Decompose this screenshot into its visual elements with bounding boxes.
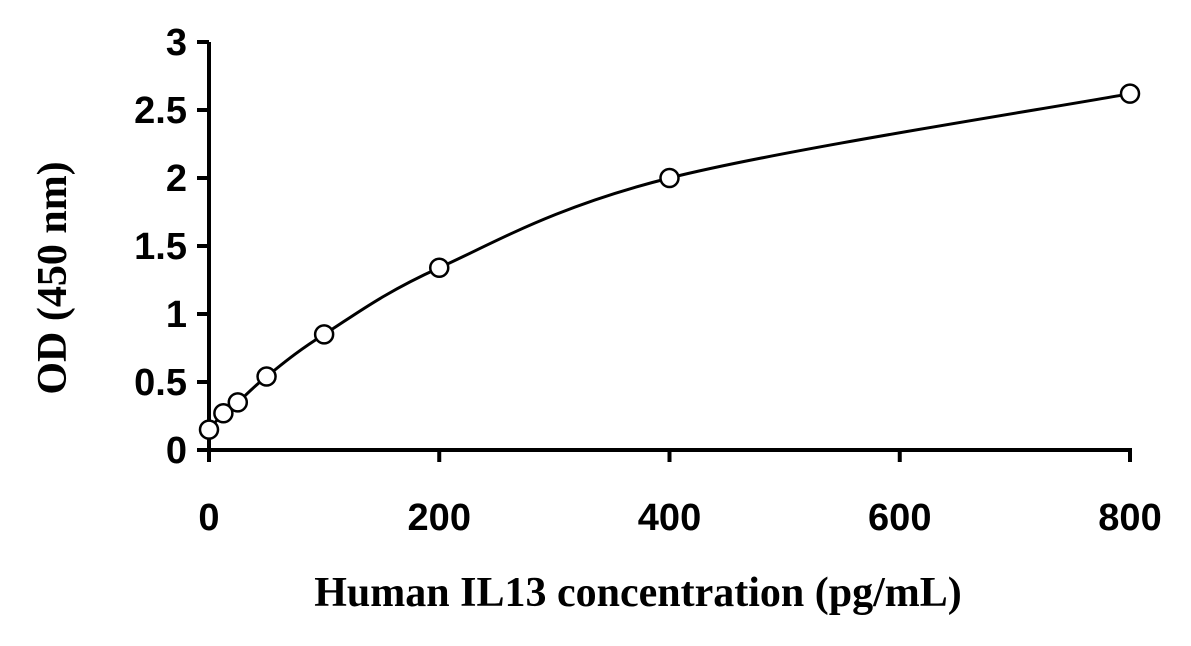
y-tick-label: 2 [166, 158, 187, 200]
x-tick-label: 800 [1098, 497, 1161, 539]
x-axis-label: Human IL13 concentration (pg/mL) [314, 570, 962, 616]
y-tick-label: 0 [166, 430, 187, 472]
ticks: 0 0.5 1 1.5 2 2.5 3 0 200 400 600 800 [134, 22, 1162, 539]
data-point [256, 366, 277, 387]
y-tick-label: 3 [166, 22, 187, 64]
data-point [659, 167, 680, 189]
data-point [227, 392, 249, 413]
x-tick-label: 200 [408, 497, 471, 539]
y-axis-label: OD (450 nm) [30, 161, 76, 394]
data-point [213, 403, 234, 424]
data-points [198, 83, 1141, 440]
axes [207, 42, 1132, 462]
data-point [313, 324, 335, 345]
data-point [198, 419, 220, 440]
y-tick-label: 0.5 [134, 362, 187, 404]
data-point [1119, 83, 1141, 104]
y-tick-label: 1 [166, 294, 187, 336]
x-tick-label: 400 [638, 497, 701, 539]
x-tick-label: 0 [198, 497, 219, 539]
y-tick-label: 2.5 [134, 90, 187, 132]
data-point [429, 257, 450, 279]
y-tick-label: 1.5 [134, 226, 187, 268]
fit-curve [207, 92, 1131, 431]
x-tick-label: 600 [868, 497, 931, 539]
